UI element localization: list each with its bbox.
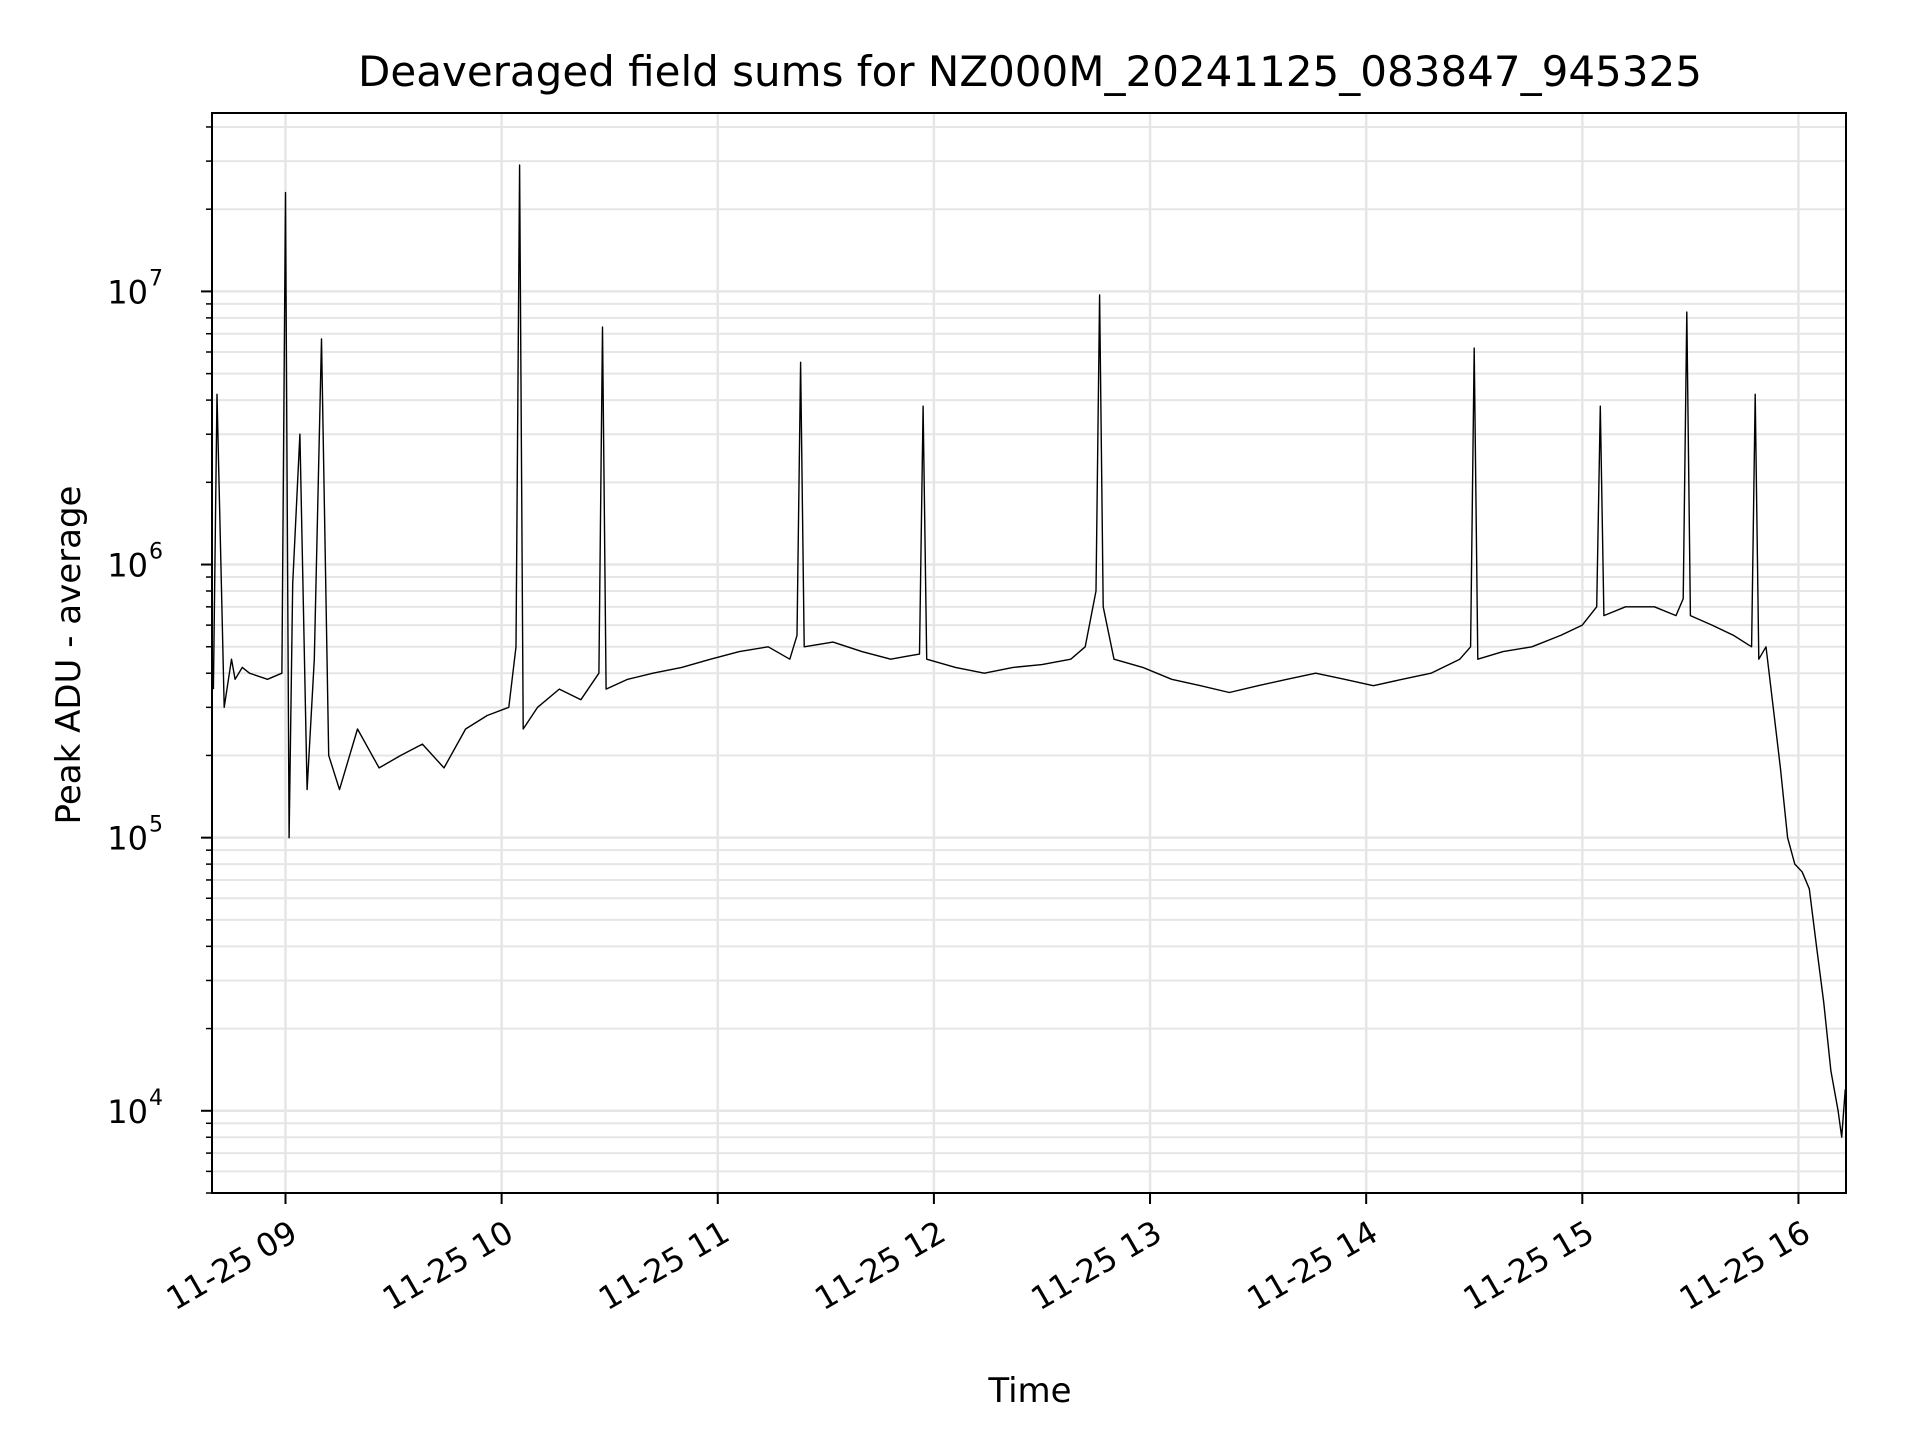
plot-area <box>211 112 1847 1194</box>
x-tick-label: 11-25 15 <box>1457 1213 1601 1318</box>
series-layer <box>212 164 1846 1138</box>
y-tick-base: 10 <box>107 547 148 585</box>
y-tick-base: 10 <box>107 273 148 311</box>
series-line-0 <box>212 164 1846 1138</box>
y-tick-label: 10 4 <box>107 1086 163 1131</box>
y-tick-exponent: 6 <box>149 540 163 565</box>
x-tick-label: 11-25 16 <box>1673 1213 1817 1318</box>
y-tick-label: 10 6 <box>107 540 163 585</box>
x-axis: 11-25 09 11-25 10 11-25 11 11-25 12 11-25 13… <box>160 1193 1817 1318</box>
chart-title: Deaveraged field sums for NZ000M_2024112… <box>358 47 1702 96</box>
x-tick-label: 11-25 10 <box>376 1213 520 1318</box>
y-tick-label: 10 5 <box>107 813 163 858</box>
y-tick-base: 10 <box>107 1093 148 1131</box>
y-tick-exponent: 4 <box>149 1086 163 1111</box>
y-tick-label: 10 7 <box>107 266 163 311</box>
x-tick-label: 11-25 09 <box>160 1213 304 1318</box>
y-tick-exponent: 5 <box>149 813 163 838</box>
x-tick-label: 11-25 11 <box>592 1213 736 1318</box>
x-tick-label: 11-25 13 <box>1024 1213 1168 1318</box>
y-tick-exponent: 7 <box>149 266 163 291</box>
grid-lines <box>212 113 1846 1194</box>
x-axis-label: Time <box>987 1371 1071 1411</box>
y-axis-label: Peak ADU - average <box>49 486 89 825</box>
x-tick-label: 11-25 14 <box>1241 1213 1385 1318</box>
y-tick-base: 10 <box>107 820 148 858</box>
x-tick-label: 11-25 12 <box>808 1213 952 1318</box>
